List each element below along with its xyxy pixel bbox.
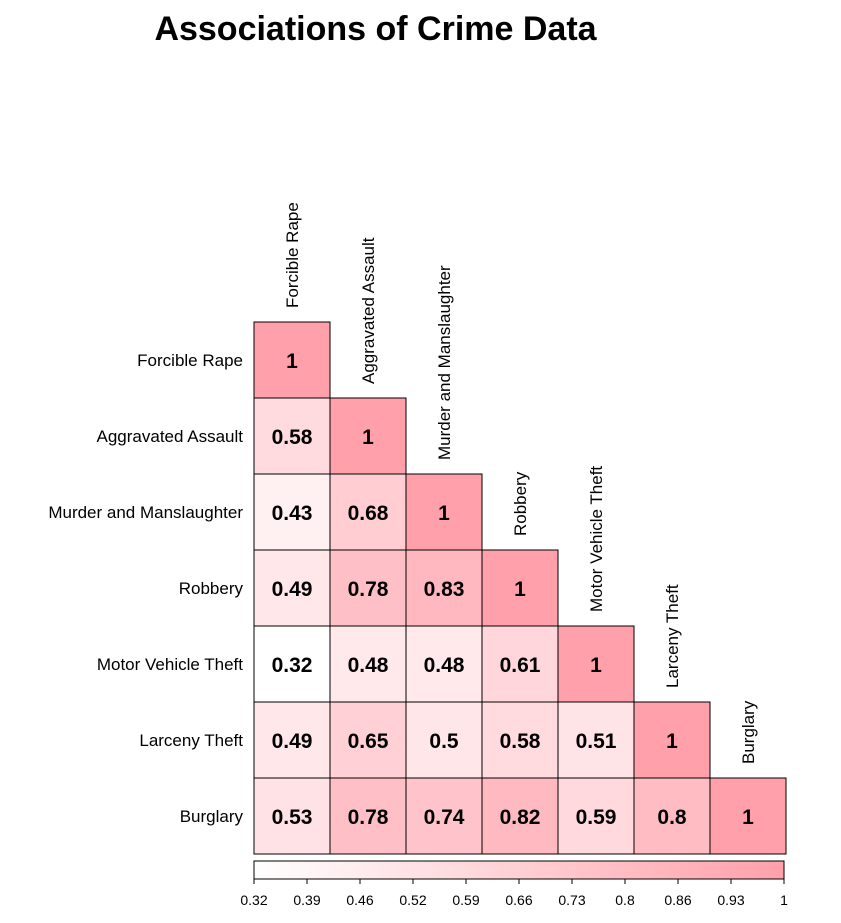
heatmap-value-label: 0.82 [500, 806, 541, 829]
heatmap-value-label: 0.78 [348, 806, 389, 829]
heatmap-value-label: 0.78 [348, 578, 389, 601]
heatmap-cell-motor-vehicle-theft-aggravated-assault [329, 625, 407, 703]
heatmap-cell-aggravated-assault-aggravated-assault [329, 397, 407, 475]
heatmap-value-label: 1 [742, 806, 754, 829]
heatmap-value-label: 1 [666, 730, 678, 753]
heatmap-value-label: 0.68 [348, 502, 389, 525]
colorbar: 0.32 0.39 0.46 0.52 0.59 0.66 0.73 0.8 0.86 0.93 1 [240, 860, 788, 908]
column-label-motor-vehicle-theft: Motor Vehicle Theft [587, 466, 606, 612]
heatmap-cell-burglary-forcible-rape [253, 777, 331, 855]
heatmap-value-label: 0.48 [424, 654, 465, 677]
heatmap-value-label: 0.32 [272, 654, 313, 677]
heatmap-value-label: 0.74 [424, 806, 465, 829]
colorbar-tick-label: 0.86 [664, 892, 691, 908]
heatmap-cell-forcible-rape-forcible-rape [253, 321, 331, 399]
heatmap-value-label: 1 [362, 426, 374, 449]
heatmap-value-label: 0.65 [348, 730, 389, 753]
heatmap-cell-larceny-theft-robbery [481, 701, 559, 779]
heatmap-value-label: 0.8 [657, 806, 687, 829]
heatmap-value-label: 0.58 [500, 730, 541, 753]
colorbar-tick-label: 1 [780, 892, 788, 908]
colorbar-gradient [253, 860, 785, 880]
heatmap-value-label: 1 [286, 350, 298, 373]
heatmap-cell-burglary-burglary [709, 777, 787, 855]
column-label-aggravated-assault: Aggravated Assault [359, 237, 378, 384]
heatmap-value-label: 0.53 [272, 806, 313, 829]
heatmap-value-label: 0.83 [424, 578, 465, 601]
colorbar-tick-label: 0.39 [293, 892, 320, 908]
row-labels: Forcible Rape Aggravated Assault Murder an… [48, 351, 243, 826]
heatmap-cell-motor-vehicle-theft-robbery [481, 625, 559, 703]
heatmap-value-label: 0.49 [272, 730, 313, 753]
row-label-robbery: Robbery [179, 579, 244, 598]
row-label-murder-and-manslaughter: Murder and Manslaughter [48, 503, 243, 522]
heatmap-cell-motor-vehicle-theft-murder-and-manslaughter [405, 625, 483, 703]
heatmap-value-label: 1 [438, 502, 450, 525]
column-label-robbery: Robbery [511, 471, 530, 536]
colorbar-tick-label: 0.52 [399, 892, 426, 908]
heatmap-value-label: 0.43 [272, 502, 313, 525]
heatmap-value-label: 0.48 [348, 654, 389, 677]
heatmap-value-label: 1 [590, 654, 602, 677]
column-label-murder-and-manslaughter: Murder and Manslaughter [435, 265, 454, 460]
heatmap-cell-robbery-aggravated-assault [329, 549, 407, 627]
heatmap-cell-larceny-theft-aggravated-assault [329, 701, 407, 779]
heatmap-value-label: 0.61 [500, 654, 541, 677]
row-label-aggravated-assault: Aggravated Assault [97, 427, 244, 446]
chart-title: Associations of Crime Data [154, 10, 597, 48]
colorbar-tick-label: 0.46 [346, 892, 373, 908]
heatmap-cell-robbery-forcible-rape [253, 549, 331, 627]
heatmap-cell-burglary-aggravated-assault [329, 777, 407, 855]
heatmap-cell-larceny-theft-forcible-rape [253, 701, 331, 779]
heatmap-value-label: 0.59 [576, 806, 617, 829]
row-label-forcible-rape: Forcible Rape [137, 351, 243, 370]
heatmap-cell-burglary-robbery [481, 777, 559, 855]
heatmap-cell-burglary-murder-and-manslaughter [405, 777, 483, 855]
colorbar-tick-label: 0.59 [452, 892, 479, 908]
heatmap-value-label: 1 [514, 578, 526, 601]
heatmap-cell-robbery-robbery [481, 549, 559, 627]
column-label-forcible-rape: Forcible Rape [283, 202, 302, 308]
colorbar-tick-label: 0.73 [558, 892, 585, 908]
column-labels: Forcible Rape Aggravated Assault Murder an… [283, 202, 758, 764]
heatmap-value-label: 0.49 [272, 578, 313, 601]
heatmap-value-label: 0.58 [272, 426, 313, 449]
heatmap-cell-motor-vehicle-theft-motor-vehicle-theft [557, 625, 635, 703]
heatmap-value-label: 0.51 [576, 730, 617, 753]
row-label-motor-vehicle-theft: Motor Vehicle Theft [97, 655, 243, 674]
colorbar-tick-label: 0.93 [717, 892, 744, 908]
heatmap-cell-burglary-motor-vehicle-theft [557, 777, 635, 855]
heatmap-cell-larceny-theft-motor-vehicle-theft [557, 701, 635, 779]
row-label-burglary: Burglary [180, 807, 244, 826]
colorbar-tick-label: 0.32 [240, 892, 267, 908]
heatmap-cell-aggravated-assault-forcible-rape [253, 397, 331, 475]
heatmap-cell-robbery-murder-and-manslaughter [405, 549, 483, 627]
column-label-larceny-theft: Larceny Theft [663, 584, 682, 688]
heatmap-cells: 1 0.58 1 0.43 0.68 1 0.49 0.78 0.83 1 0.32 0.48 0.48… [253, 321, 787, 855]
colorbar-tick-label: 0.8 [615, 892, 635, 908]
heatmap-cell-larceny-theft-larceny-theft [633, 701, 711, 779]
row-label-larceny-theft: Larceny Theft [139, 731, 243, 750]
heatmap-cell-larceny-theft-murder-and-manslaughter [405, 701, 483, 779]
heatmap-value-label: 0.5 [429, 730, 459, 753]
column-label-burglary: Burglary [739, 700, 758, 764]
colorbar-tick-label: 0.66 [505, 892, 532, 908]
